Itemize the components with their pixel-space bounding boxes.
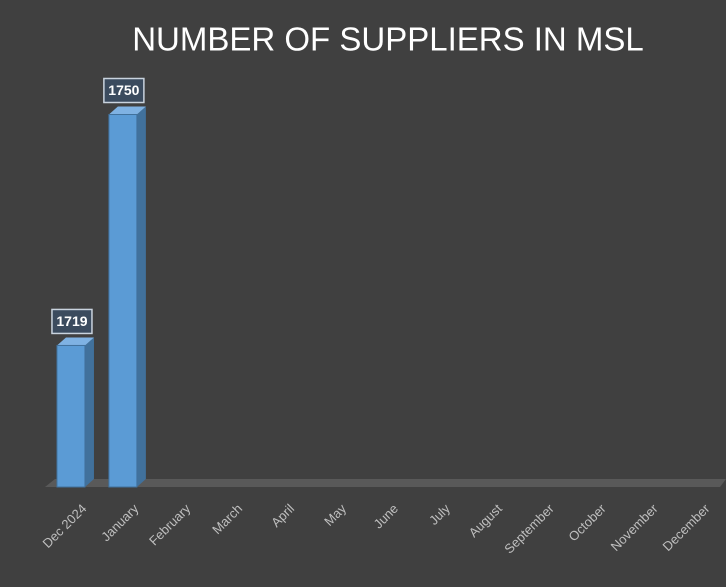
bar-front bbox=[56, 344, 86, 488]
floor bbox=[45, 479, 726, 487]
data-label: 1719 bbox=[56, 313, 87, 329]
chart-title: NUMBER OF SUPPLIERS IN MSL bbox=[132, 21, 644, 58]
data-label-box bbox=[103, 77, 145, 104]
bar-top bbox=[56, 337, 94, 346]
data-label-box bbox=[51, 308, 93, 335]
data-label: 1750 bbox=[108, 82, 139, 98]
bar bbox=[56, 337, 94, 488]
bar-front bbox=[108, 114, 138, 488]
bar-side bbox=[84, 337, 94, 487]
bar-side bbox=[136, 106, 146, 487]
bar-top bbox=[108, 106, 146, 115]
bar bbox=[108, 106, 146, 488]
